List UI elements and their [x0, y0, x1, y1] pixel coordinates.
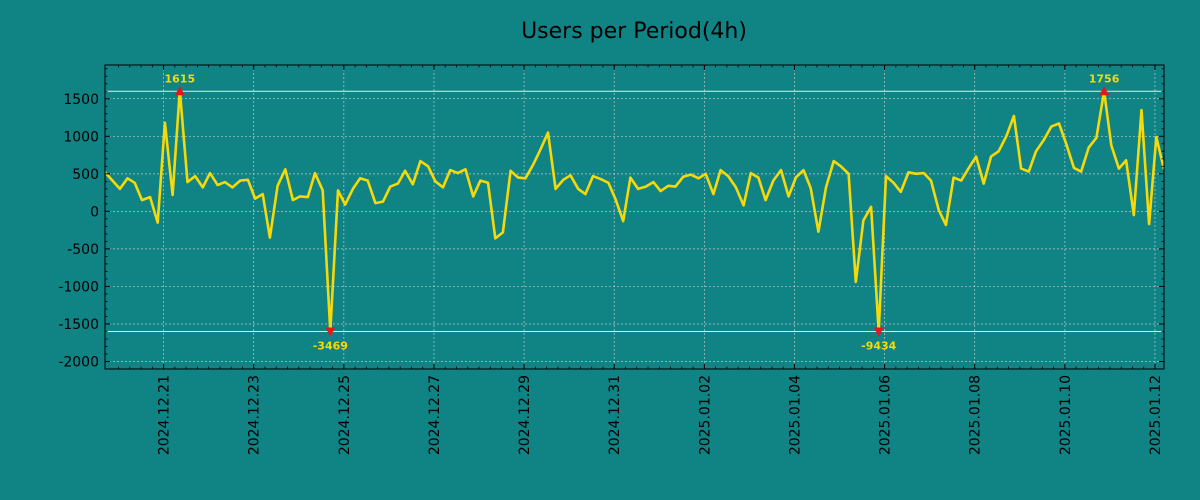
- x-tick-label: 2024.12.23: [247, 375, 263, 455]
- x-tick-label: 2024.12.27: [427, 375, 443, 455]
- y-tick-label: 0: [90, 204, 99, 220]
- x-tick-label: 2025.01.04: [787, 375, 803, 455]
- annotation-label: 1615: [164, 72, 195, 85]
- series-line-users: [105, 88, 1164, 333]
- x-tick-label: 2025.01.02: [697, 375, 713, 455]
- x-tick-label: 2024.12.31: [607, 375, 623, 455]
- grid-layer: [105, 65, 1164, 369]
- y-tick-label: 500: [72, 167, 99, 183]
- y-tick-label: -1500: [58, 317, 99, 333]
- x-tick-label: 2025.01.10: [1058, 375, 1074, 455]
- annotation-marker: [174, 86, 185, 96]
- x-tick-label: 2025.01.12: [1148, 375, 1164, 455]
- annotation-marker: [1099, 86, 1110, 96]
- y-tick-label: -2000: [58, 354, 99, 370]
- annotation-marker: [325, 327, 336, 337]
- y-tick-label: -500: [67, 242, 99, 258]
- annotation-label: -3469: [313, 339, 348, 352]
- annotation-layer: 1615 -3469 -9434 1756: [164, 72, 1119, 352]
- y-tick-label: 1500: [63, 92, 99, 108]
- annotation-label: -9434: [861, 339, 897, 352]
- x-tick-label: 2025.01.06: [878, 375, 894, 455]
- chart-title: Users per Period(4h): [521, 19, 747, 44]
- x-tick-label: 2025.01.08: [968, 375, 984, 455]
- threshold-lines: [105, 90, 1164, 332]
- annotation-label: 1756: [1089, 72, 1120, 85]
- series-layer: [105, 88, 1164, 333]
- x-tick-label: 2024.12.25: [337, 375, 353, 455]
- plot-frame: [104, 64, 1165, 370]
- x-tick-label: 2024.12.21: [157, 375, 173, 455]
- y-tick-label: 1000: [63, 129, 99, 145]
- y-tick-label: -1000: [58, 279, 99, 295]
- axis-layer: -2000 -1500 -1000 -500 0 500 1000 1500 2024.12.2…: [58, 64, 1165, 455]
- x-tick-label: 2024.12.29: [517, 375, 533, 455]
- annotation-marker: [873, 327, 884, 337]
